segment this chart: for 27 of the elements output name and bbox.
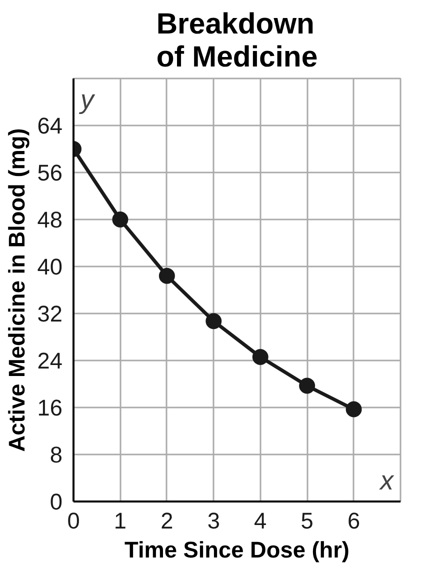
y-axis-title: Active Medicine in Blood (mg) bbox=[3, 128, 30, 452]
y-tick-label: 64 bbox=[37, 112, 62, 138]
x-tick-label: 3 bbox=[207, 508, 220, 534]
annotation: x bbox=[378, 466, 396, 496]
x-tick-label: 2 bbox=[160, 508, 174, 534]
point bbox=[158, 268, 175, 284]
point bbox=[112, 212, 128, 228]
x-tick-label: 4 bbox=[254, 508, 267, 534]
chart-title: Breakdown of Medicine bbox=[156, 8, 318, 74]
x-tick-label: 0 bbox=[67, 508, 80, 534]
y-tick-label: 56 bbox=[37, 160, 62, 186]
x-tick-label: 6 bbox=[347, 508, 360, 534]
point bbox=[299, 378, 316, 394]
point bbox=[206, 313, 222, 330]
y-tick-label: 8 bbox=[50, 442, 63, 468]
y-tick-label: 40 bbox=[37, 254, 62, 280]
x-tick-label: 5 bbox=[300, 508, 314, 534]
y-tick-label: 32 bbox=[37, 300, 62, 326]
y-tick-label: 16 bbox=[37, 394, 62, 420]
y-tick-label: 24 bbox=[37, 348, 62, 374]
point bbox=[252, 348, 268, 365]
x-axis-title: Time Since Dose (hr) bbox=[124, 536, 350, 562]
y-tick-label: 0 bbox=[50, 488, 63, 514]
annotation: y bbox=[78, 84, 96, 114]
point bbox=[346, 401, 362, 418]
x-tick-label: 1 bbox=[114, 508, 127, 534]
y-tick-label: 48 bbox=[37, 206, 62, 232]
